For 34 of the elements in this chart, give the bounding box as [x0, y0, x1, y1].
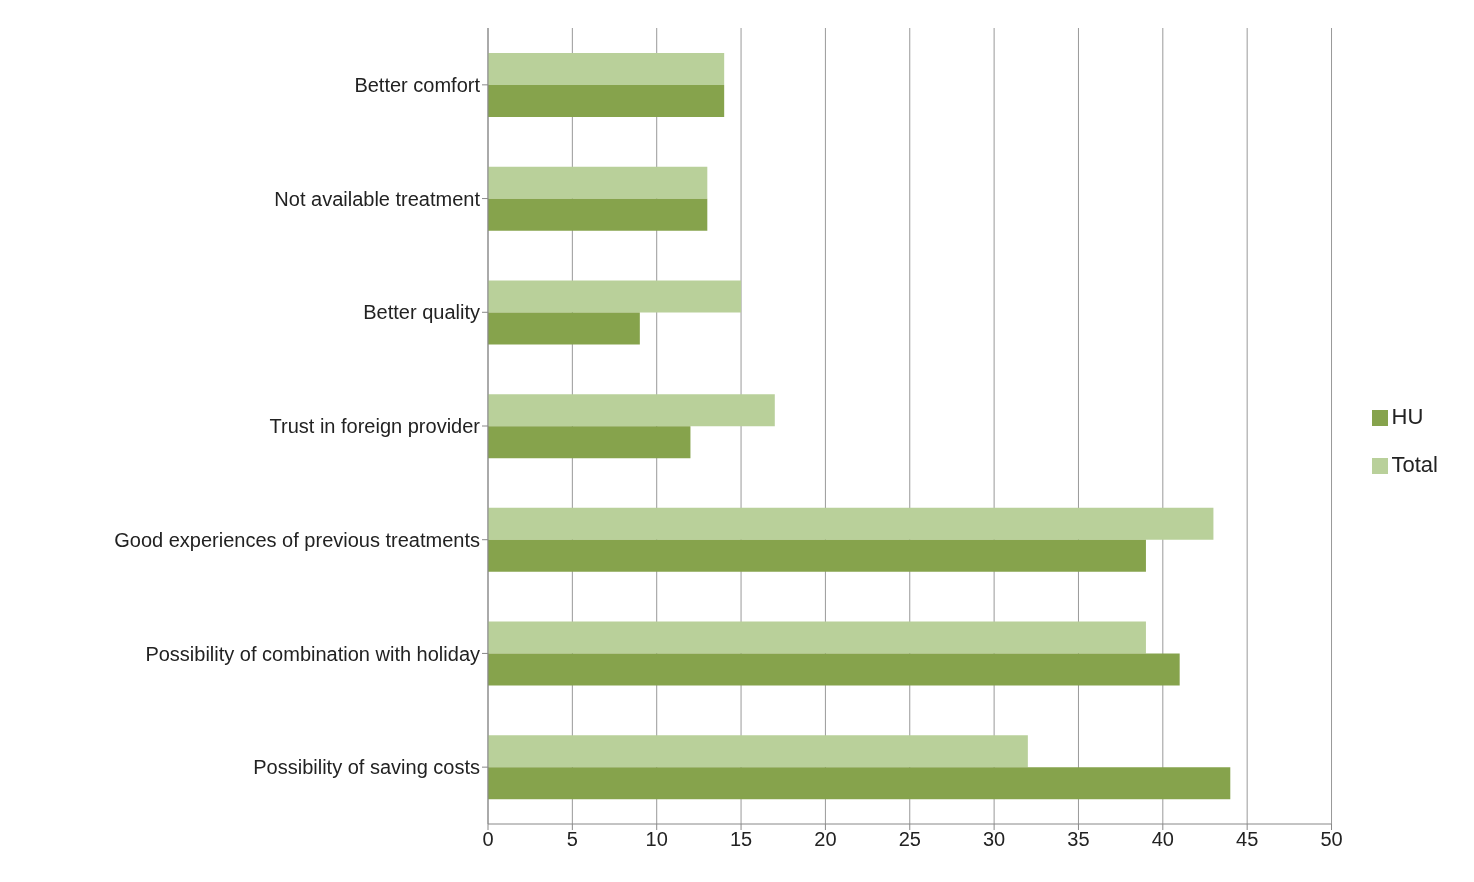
x-tick-label: 20 — [814, 828, 837, 851]
x-tick-label: 5 — [566, 828, 578, 851]
bar — [488, 394, 775, 427]
bar — [488, 767, 1231, 800]
bar — [488, 166, 708, 199]
y-tick-label: Trust in foreign provider — [269, 415, 481, 438]
bar — [488, 85, 725, 118]
legend-label: HU — [1391, 404, 1424, 429]
x-tick-label: 25 — [898, 828, 921, 851]
y-tick-label: Better comfort — [354, 73, 481, 96]
x-tick-label: 0 — [482, 828, 494, 851]
bar — [488, 507, 1214, 540]
bar — [488, 621, 1146, 654]
x-tick-label: 30 — [982, 828, 1006, 851]
x-tick-label: 40 — [1151, 828, 1174, 851]
bar — [488, 280, 742, 313]
bar — [488, 426, 691, 459]
y-tick-label: Better quality — [363, 301, 480, 324]
x-tick-label: 15 — [729, 828, 753, 851]
y-tick-label: Possibility of saving costs — [253, 756, 480, 779]
x-tick-label: 50 — [1320, 828, 1343, 851]
bar — [488, 312, 640, 345]
y-tick-label: Good experiences of previous treatments — [114, 528, 480, 551]
bar — [488, 198, 708, 231]
bar — [488, 539, 1146, 572]
x-tick-label: 35 — [1067, 828, 1090, 851]
x-tick-label: 10 — [645, 828, 668, 851]
y-tick-label: Not available treatment — [274, 187, 481, 210]
bar — [488, 653, 1180, 686]
y-tick-label: Possibility of combination with holiday — [145, 642, 480, 665]
bar — [488, 53, 725, 86]
bar — [488, 735, 1028, 768]
legend-label: Total — [1391, 452, 1438, 477]
x-tick-label: 45 — [1236, 828, 1259, 851]
